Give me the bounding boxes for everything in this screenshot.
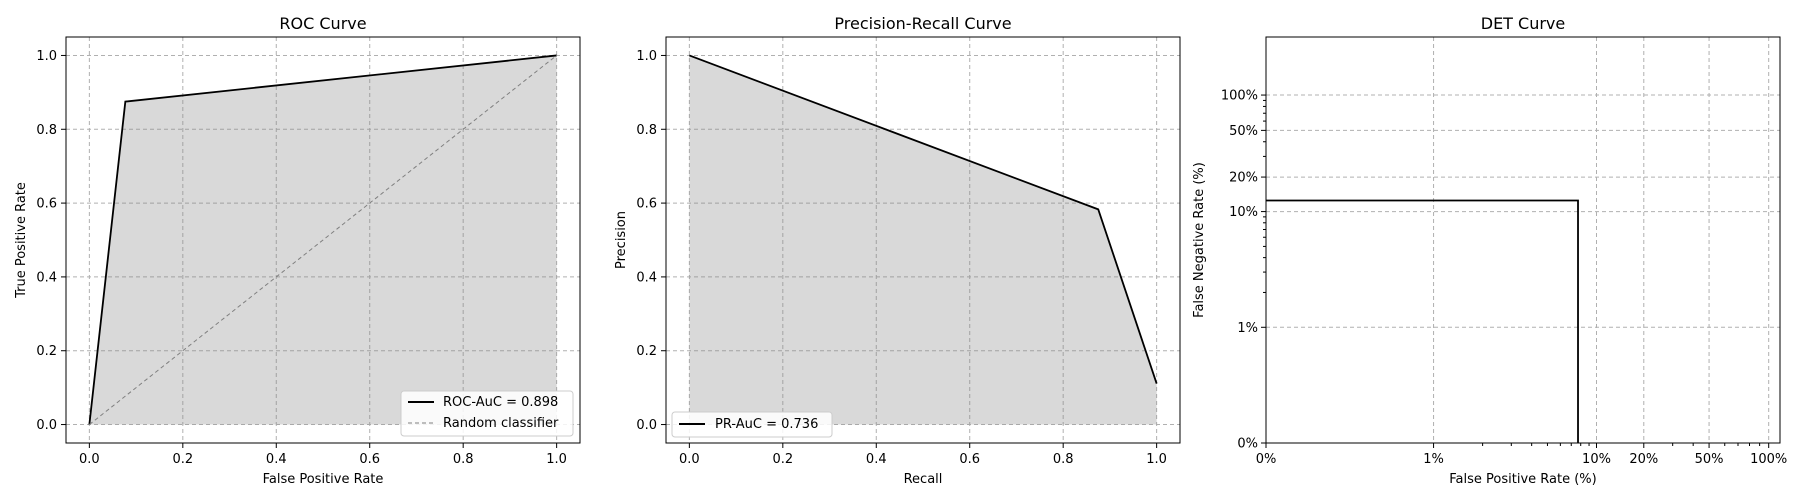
roc-y-tick-label: 0.6 bbox=[36, 197, 57, 212]
det-y-tick-label: 50% bbox=[1229, 124, 1258, 139]
pr-legend: PR-AuC = 0.736 bbox=[671, 411, 833, 438]
pr-y-tick-label: 1.0 bbox=[636, 49, 657, 64]
pr-y-tick-label: 0.6 bbox=[636, 197, 657, 212]
det-y-axis-label: False Negative Rate (%) bbox=[1192, 162, 1207, 318]
roc-title: ROC Curve bbox=[279, 14, 366, 33]
pr-x-axis-label: Recall bbox=[904, 472, 943, 487]
pr-x-tick-label: 0.4 bbox=[866, 452, 887, 467]
pr-y-tick-label: 0.8 bbox=[636, 123, 657, 138]
det-y-tick-label: 1% bbox=[1237, 321, 1258, 336]
pr-x-tick-label: 0.0 bbox=[679, 452, 700, 467]
pr-y-tick-label: 0.4 bbox=[636, 270, 657, 285]
pr-y-tick-label: 0.0 bbox=[636, 418, 657, 433]
roc-y-tick-label: 0.8 bbox=[36, 123, 57, 138]
roc-legend: ROC-AuC = 0.898 Random classifier bbox=[400, 390, 574, 437]
pr-title: Precision-Recall Curve bbox=[834, 14, 1011, 33]
det-title: DET Curve bbox=[1481, 14, 1566, 33]
det-x-tick-label: 20% bbox=[1629, 452, 1658, 467]
det-x-tick-label: 50% bbox=[1695, 452, 1724, 467]
roc-y-tick-label: 0.0 bbox=[36, 418, 57, 433]
pr-legend-entry-auc: PR-AuC = 0.736 bbox=[715, 417, 818, 432]
det-y-tick-label: 0% bbox=[1237, 437, 1258, 452]
roc-x-tick-label: 0.6 bbox=[359, 452, 380, 467]
det-y-tick-label: 10% bbox=[1229, 205, 1258, 220]
roc-y-tick-label: 0.4 bbox=[36, 270, 57, 285]
det-x-tick-label: 1% bbox=[1423, 452, 1444, 467]
roc-x-tick-label: 0.8 bbox=[453, 452, 474, 467]
pr-plot-frame bbox=[665, 36, 1181, 444]
roc-chart: 0.0 0.2 0.4 0.6 0.8 1.0 0.0 0.2 0.4 0.6 0.8 1.0 ROC… bbox=[14, 14, 581, 487]
roc-y-axis-label: True Positive Rate bbox=[14, 182, 29, 299]
det-x-tick-label: 100% bbox=[1750, 452, 1787, 467]
roc-x-tick-label: 0.4 bbox=[266, 452, 287, 467]
pr-x-tick-label: 0.2 bbox=[772, 452, 793, 467]
roc-legend-entry-auc: ROC-AuC = 0.898 bbox=[443, 395, 558, 410]
roc-x-tick-label: 1.0 bbox=[546, 452, 567, 467]
det-chart: 0% 1% 10% 20% 50% 100% 0% 1% 10% 20% 50% 100% DET C… bbox=[1192, 14, 1787, 487]
roc-x-axis-label: False Positive Rate bbox=[263, 472, 384, 487]
pr-y-tick-label: 0.2 bbox=[636, 344, 657, 359]
pr-x-tick-label: 1.0 bbox=[1146, 452, 1167, 467]
pr-area-fill bbox=[689, 55, 1157, 425]
det-y-tick-label: 100% bbox=[1221, 89, 1258, 104]
det-x-tick-label: 10% bbox=[1582, 452, 1611, 467]
det-plot-frame bbox=[1265, 36, 1781, 444]
det-y-tick-label: 20% bbox=[1229, 171, 1258, 186]
pr-y-axis-label: Precision bbox=[614, 211, 629, 269]
roc-x-tick-label: 0.0 bbox=[79, 452, 100, 467]
roc-plot-frame bbox=[65, 36, 581, 444]
det-x-tick-label: 0% bbox=[1256, 452, 1277, 467]
det-x-axis-label: False Positive Rate (%) bbox=[1449, 472, 1596, 487]
roc-series-line-0 bbox=[88, 54, 557, 425]
pr-chart: 0.0 0.2 0.4 0.6 0.8 1.0 0.0 0.2 0.4 0.6 0.8 1.0 Pre… bbox=[614, 14, 1181, 487]
pr-x-tick-label: 0.6 bbox=[959, 452, 980, 467]
roc-legend-entry-random: Random classifier bbox=[443, 416, 559, 431]
roc-x-tick-label: 0.2 bbox=[172, 452, 193, 467]
pr-x-tick-label: 0.8 bbox=[1053, 452, 1074, 467]
roc-series-line-1 bbox=[89, 55, 557, 425]
pr-series-line-0 bbox=[689, 54, 1158, 384]
det-series-line-0 bbox=[1266, 199, 1579, 443]
roc-y-tick-label: 0.2 bbox=[36, 344, 57, 359]
roc-y-tick-label: 1.0 bbox=[36, 49, 57, 64]
